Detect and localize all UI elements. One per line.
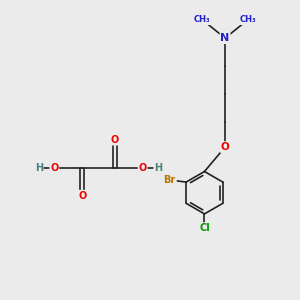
Text: Cl: Cl	[199, 223, 210, 233]
Text: N: N	[220, 33, 230, 43]
Text: Br: Br	[163, 175, 176, 185]
Text: O: O	[139, 163, 147, 173]
Text: O: O	[221, 142, 230, 152]
Text: H: H	[34, 163, 43, 173]
Text: O: O	[50, 163, 58, 173]
Text: CH₃: CH₃	[194, 15, 211, 24]
Text: O: O	[110, 135, 119, 145]
Text: CH₃: CH₃	[239, 15, 256, 24]
Text: O: O	[78, 190, 86, 201]
Text: H: H	[154, 163, 162, 173]
